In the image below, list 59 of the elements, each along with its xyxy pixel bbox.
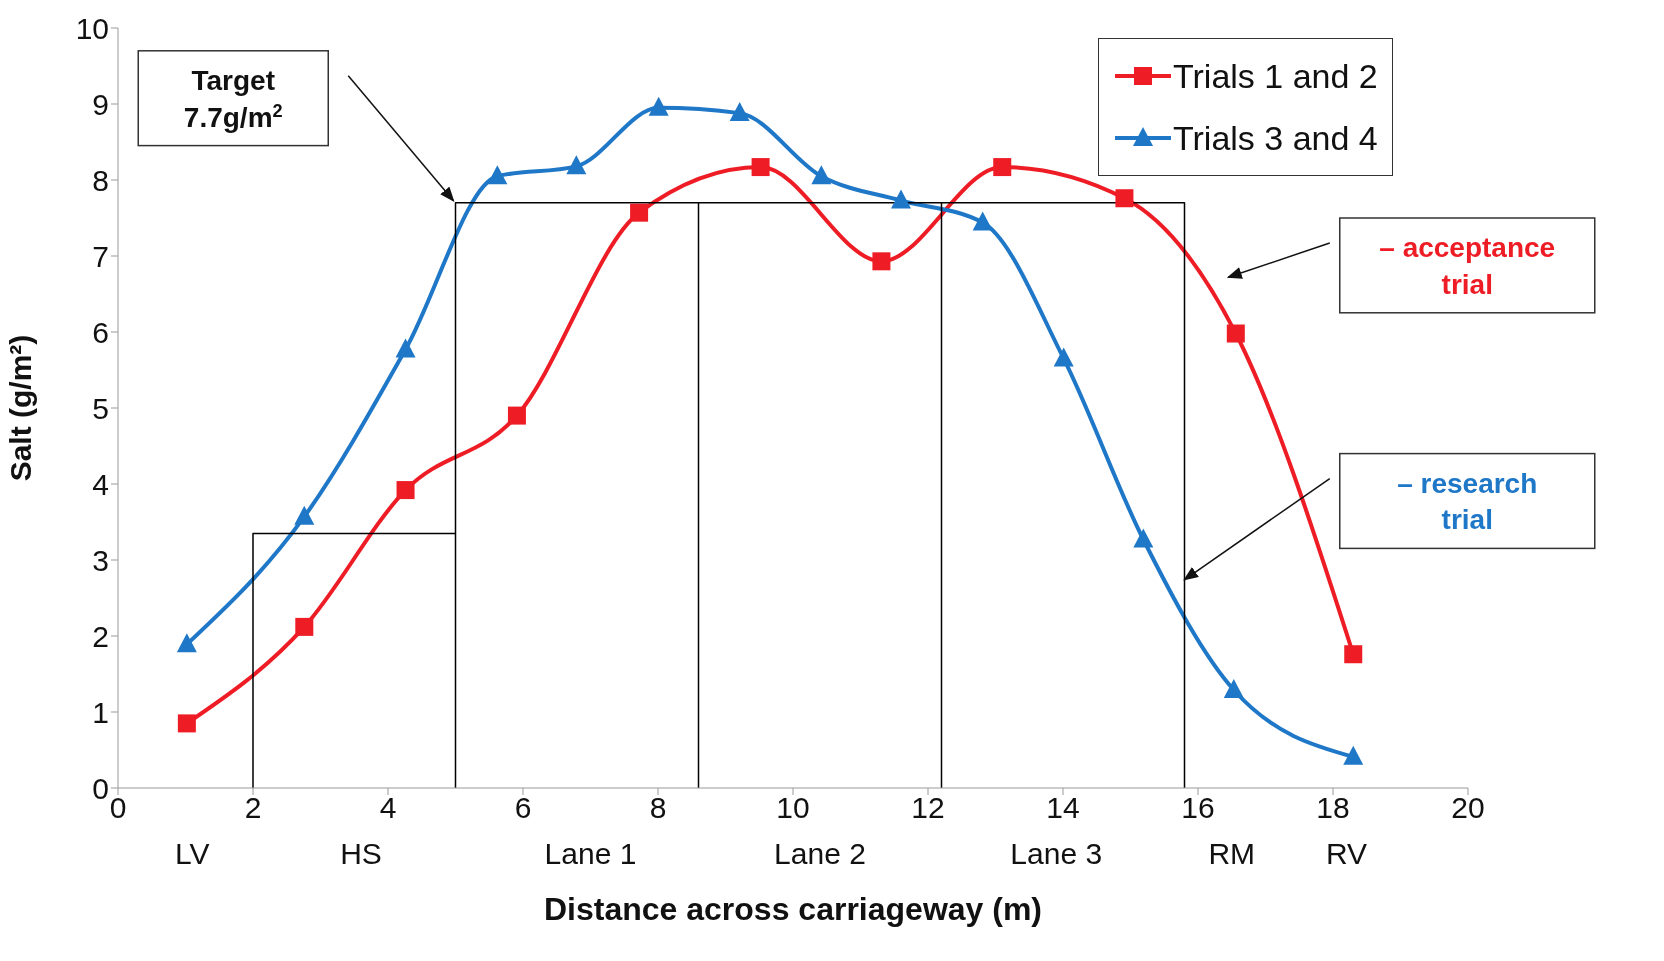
x-tick-label: 2 bbox=[244, 791, 262, 825]
text: Lane 1 bbox=[543, 837, 638, 871]
point bbox=[1053, 347, 1074, 367]
point bbox=[891, 189, 911, 209]
point bbox=[396, 481, 415, 500]
point bbox=[487, 165, 508, 185]
point bbox=[507, 406, 526, 425]
x-axis-title: Distance across carriageway (m) bbox=[543, 891, 1043, 927]
point bbox=[295, 617, 314, 636]
point bbox=[294, 505, 315, 525]
point bbox=[176, 633, 197, 653]
y-tick-label: 1 bbox=[92, 695, 109, 729]
point bbox=[177, 714, 196, 733]
y-tick-label: 5 bbox=[92, 391, 109, 425]
point bbox=[566, 155, 587, 175]
y-tick-label: 7 bbox=[92, 239, 109, 273]
text: HS bbox=[339, 837, 383, 871]
x-tick-label: 4 bbox=[379, 791, 397, 825]
point bbox=[1226, 324, 1245, 343]
point bbox=[972, 211, 993, 231]
x-tick-label: 18 bbox=[1316, 791, 1350, 825]
text: Lane 2 bbox=[773, 837, 867, 871]
point bbox=[872, 252, 891, 271]
annotation: – research trial bbox=[1397, 467, 1538, 536]
y-tick-label: 2 bbox=[92, 619, 109, 653]
x-tick-label: 16 bbox=[1181, 791, 1215, 825]
x-tick-label: 12 bbox=[911, 791, 945, 825]
y-tick-label: 3 bbox=[92, 543, 109, 577]
text: RV bbox=[1324, 837, 1369, 871]
point bbox=[630, 203, 649, 222]
y-tick-label: 4 bbox=[92, 467, 109, 501]
y-tick-label: 6 bbox=[92, 315, 109, 349]
text: Lane 3 bbox=[1009, 837, 1104, 871]
x-tick-label: 8 bbox=[649, 791, 667, 825]
point bbox=[1223, 678, 1244, 698]
annotation: – acceptance trial bbox=[1379, 232, 1556, 300]
legend-label: Trials 1 and 2 bbox=[1173, 56, 1378, 96]
x-tick-label: 14 bbox=[1046, 791, 1080, 825]
point bbox=[648, 96, 669, 116]
point bbox=[993, 158, 1012, 177]
point bbox=[1344, 645, 1363, 664]
point bbox=[751, 158, 770, 177]
x-tick-label: 10 bbox=[776, 791, 810, 825]
point bbox=[1133, 528, 1154, 548]
text: LV bbox=[174, 837, 211, 871]
point bbox=[729, 102, 750, 122]
point bbox=[1343, 745, 1364, 765]
text: RM bbox=[1207, 837, 1257, 871]
y-tick-label: 10 bbox=[75, 11, 109, 45]
point bbox=[395, 338, 416, 358]
point bbox=[1115, 189, 1134, 208]
annotation: Target 7.7g/m$^{2}$ bbox=[183, 65, 283, 133]
x-tick-label: 20 bbox=[1451, 791, 1485, 825]
legend-label: Trials 3 and 4 bbox=[1173, 118, 1378, 158]
point bbox=[811, 165, 832, 185]
y-tick-label: 9 bbox=[92, 87, 109, 121]
y-axis-title: Salt (g/m²) bbox=[3, 334, 37, 482]
y-tick-label: 8 bbox=[92, 163, 109, 197]
x-tick-label: 6 bbox=[514, 791, 532, 825]
